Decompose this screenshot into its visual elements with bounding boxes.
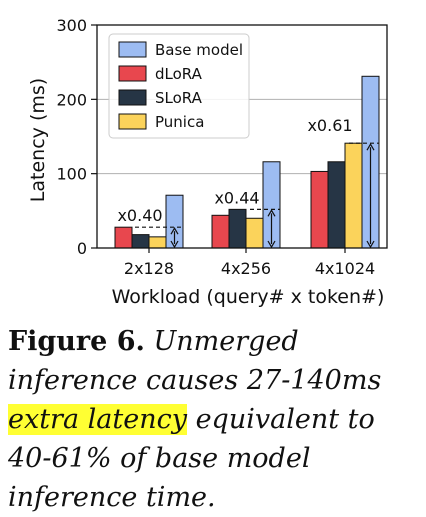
legend-label: SLoRA: [155, 89, 203, 107]
y-tick-label: 100: [56, 165, 87, 184]
x-tick-label: 4x1024: [315, 259, 375, 278]
y-axis-label: Latency (ms): [27, 78, 49, 202]
y-tick-label: 0: [77, 239, 87, 258]
legend-swatch: [118, 113, 147, 130]
annotations: x0.40 x0.44 x0.61: [117, 116, 379, 249]
arrow-head-down: [267, 240, 276, 249]
legend-swatch: [118, 41, 147, 58]
y-tick-label: 300: [56, 16, 87, 35]
plot-frame: [96, 24, 388, 249]
y-tick-label: 200: [56, 90, 87, 109]
arrow-head-down: [366, 240, 375, 249]
bar-dlora: [211, 214, 230, 249]
axes: 0 100 200 300 2x128 4x256 4x1024: [56, 16, 388, 278]
bar-dlora: [114, 226, 133, 249]
figure-label: Figure 6.: [8, 326, 145, 357]
bar-dlora: [310, 170, 329, 249]
legend-label: Base model: [155, 41, 243, 59]
arrow-head-down: [170, 240, 179, 249]
ratio-annotation: x0.44: [214, 188, 259, 207]
caption-highlight: extra latency: [8, 404, 187, 435]
caption-text: Unmerged inference causes 27-140ms: [8, 326, 382, 396]
x-tick-label: 4x256: [221, 259, 271, 278]
latency-bar-chart: x0.40 x0.44 x0.61 0 100 200 300 2x128 4x256 4x10…: [27, 16, 388, 308]
legend-label: Punica: [155, 113, 204, 131]
legend: Base model dLoRA SLoRA Punica: [108, 33, 250, 139]
bar-punica: [148, 236, 167, 249]
x-tick-label: 2x128: [124, 259, 174, 278]
bar-slora: [228, 208, 247, 249]
legend-swatch: [118, 65, 147, 82]
x-axis-label: Workload (query# x token#): [112, 286, 385, 308]
ratio-annotation: x0.40: [117, 206, 162, 225]
legend-box: [108, 33, 250, 139]
legend-label: dLoRA: [155, 65, 203, 83]
arrow-head-up: [267, 209, 276, 217]
bar-slora: [131, 234, 150, 249]
ratio-annotation: x0.61: [307, 116, 352, 135]
figure-caption: Figure 6. Unmerged inference causes 27-1…: [8, 322, 420, 517]
bar-slora: [327, 161, 346, 249]
legend-swatch: [118, 89, 147, 106]
arrow-head-up: [170, 226, 179, 235]
bar-punica: [245, 217, 264, 249]
bar-punica: [344, 142, 363, 249]
arrow-head-up: [366, 142, 375, 151]
